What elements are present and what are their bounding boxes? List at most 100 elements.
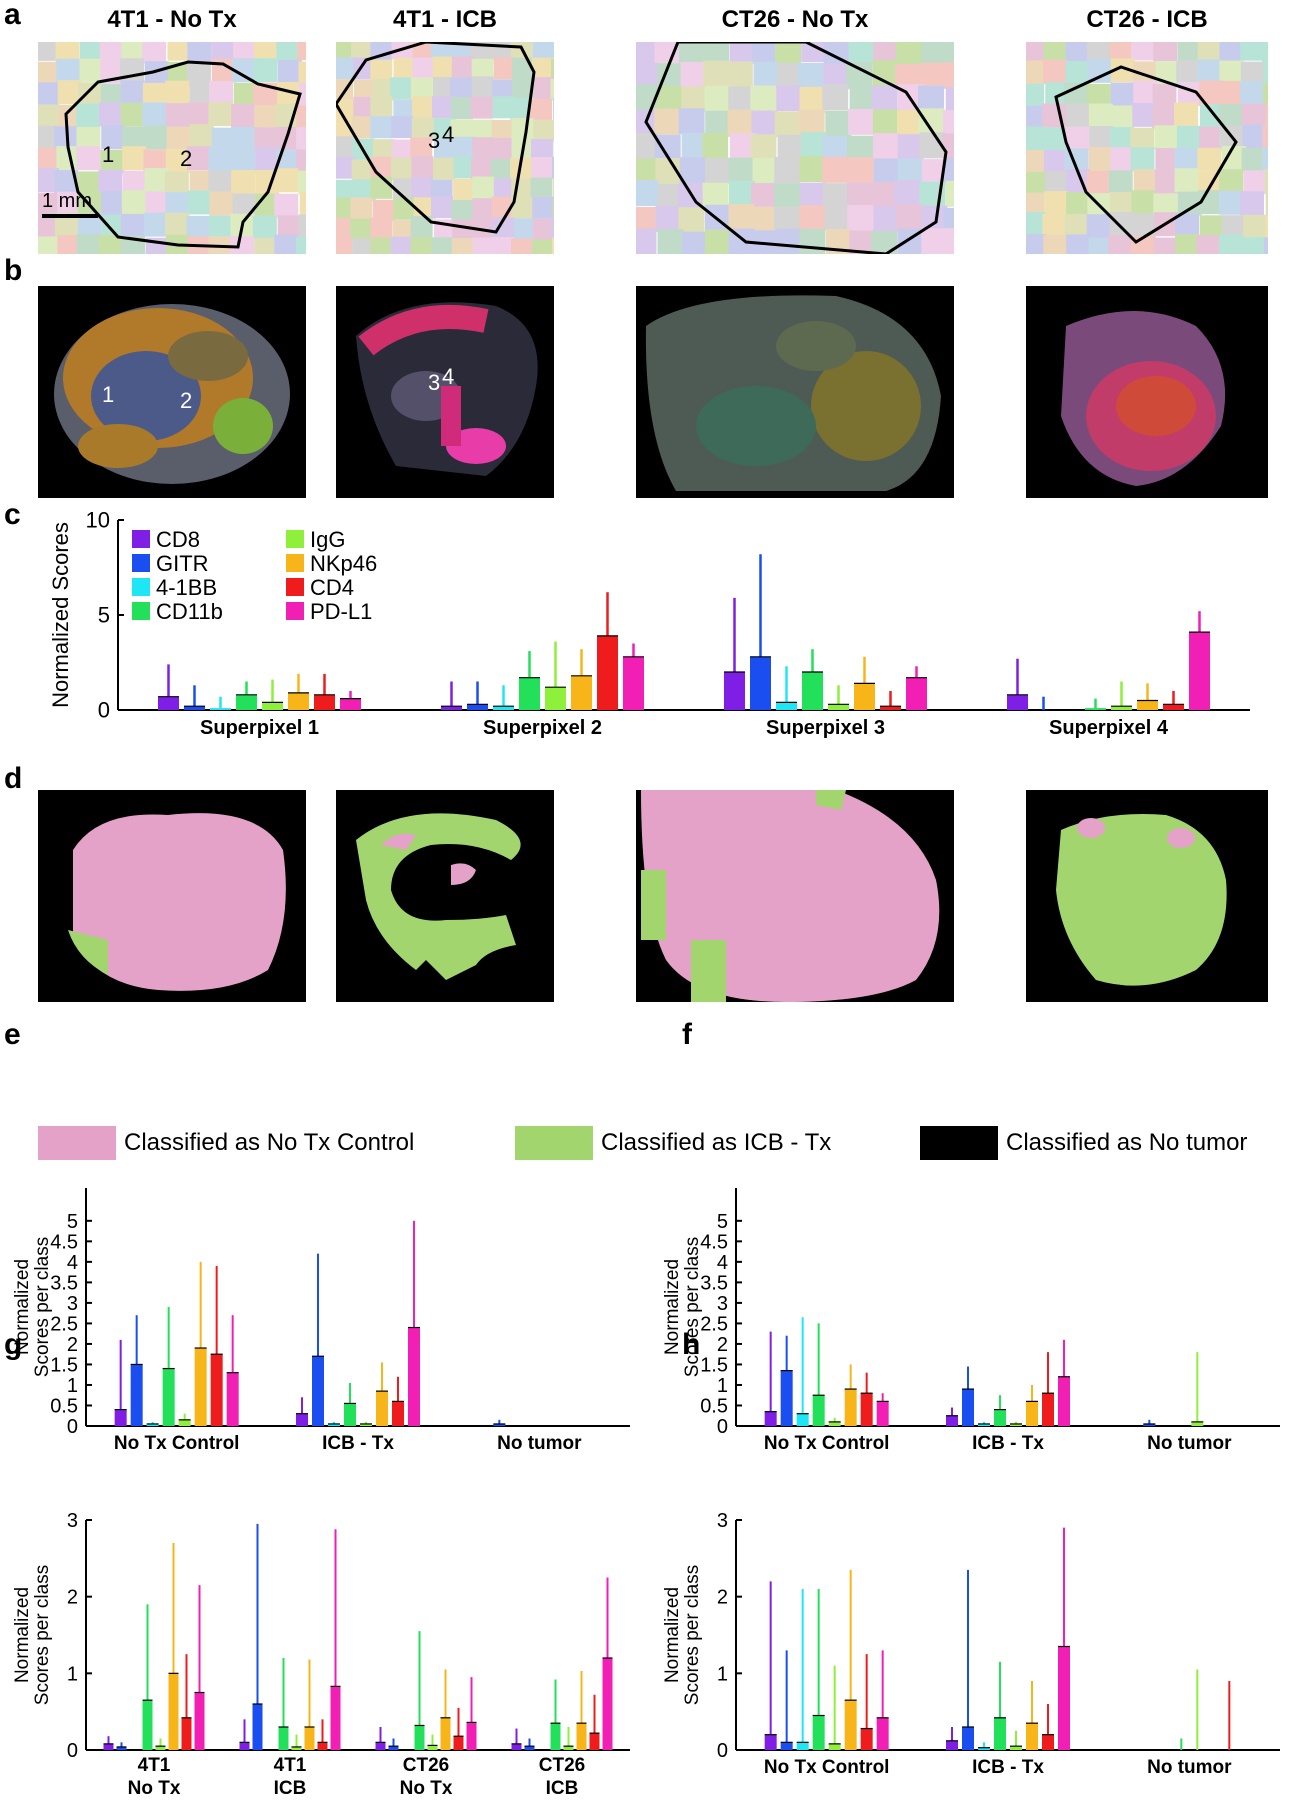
- bar-cd8: [103, 1743, 114, 1750]
- superpixel-cell: [231, 170, 256, 195]
- superpixel-cell: [99, 42, 124, 64]
- superpixel-cell: [1240, 191, 1265, 216]
- bar-nkp46: [376, 1391, 388, 1426]
- legend-label-pd-l1: PD-L1: [310, 599, 372, 624]
- bar-cd11b: [142, 1700, 153, 1750]
- superpixel-cell: [209, 191, 234, 216]
- superpixel-cell: [511, 117, 534, 140]
- superpixel-cell: [451, 199, 474, 222]
- superpixel-cell: [187, 42, 212, 64]
- superpixel-cell: [848, 42, 875, 65]
- marker-composite-4t1-notx: 1 2: [38, 286, 306, 498]
- superpixel-cell: [472, 198, 495, 221]
- superpixel-cell: [336, 57, 355, 80]
- superpixel-cell: [471, 119, 494, 142]
- superpixel-cell: [636, 180, 659, 207]
- superpixel-cell: [186, 61, 211, 86]
- superpixel-cell: [532, 42, 554, 60]
- bar-igg: [178, 1419, 191, 1426]
- superpixel-cell: [944, 228, 954, 254]
- superpixel-cell: [942, 110, 954, 137]
- superpixel-cell: [431, 237, 454, 254]
- bar-4-1bb: [146, 1423, 159, 1426]
- bar-pd-l1: [466, 1722, 477, 1750]
- superpixel-cell: [231, 103, 256, 128]
- bar-cd11b: [802, 672, 823, 710]
- superpixel-cell: [1026, 149, 1046, 174]
- superpixel-cell: [336, 197, 355, 220]
- superpixel-cell: [166, 126, 191, 151]
- superpixel-cell: [873, 205, 900, 232]
- superpixel-cell: [1043, 149, 1068, 174]
- superpixel-cell: [825, 110, 852, 137]
- superpixel-cell: [636, 132, 658, 159]
- superpixel-cell: [390, 236, 413, 254]
- superpixel-map-4t1-icb: 3 4: [336, 42, 554, 254]
- superpixel-marker-1: 1: [102, 142, 115, 167]
- superpixel-cell: [1153, 42, 1178, 62]
- superpixel-cell: [943, 207, 954, 234]
- superpixel-cell: [391, 157, 414, 180]
- superpixel-cell: [232, 42, 257, 61]
- superpixel-cell: [532, 196, 554, 219]
- marker-composite-ct26-notx: [636, 286, 954, 498]
- superpixel-cell: [121, 190, 146, 215]
- superpixel-cell: [254, 105, 279, 130]
- superpixel-cell: [38, 192, 59, 217]
- superpixel-cell: [453, 178, 476, 201]
- bar-igg: [1191, 1421, 1204, 1426]
- superpixel-cell: [208, 147, 233, 172]
- superpixel-cell: [452, 136, 475, 159]
- bar-cd4: [1042, 1393, 1054, 1426]
- superpixel-cell: [208, 170, 233, 195]
- y-axis-label: NormalizedScores per class: [12, 1565, 53, 1705]
- superpixel-cell: [142, 42, 167, 64]
- y-tick-label: 2: [67, 1587, 78, 1609]
- superpixel-cell: [1026, 42, 1048, 64]
- superpixel-cell: [1109, 191, 1134, 216]
- bar-pd-l1: [1058, 1376, 1070, 1426]
- superpixel-cell: [776, 228, 803, 254]
- superpixel-cell: [186, 215, 211, 240]
- superpixel-cell: [654, 42, 681, 63]
- superpixel-cell: [165, 80, 190, 105]
- y-tick-label: 2.5: [50, 1313, 78, 1335]
- superpixel-cell: [1197, 147, 1222, 172]
- x-tick-label: ICB - Tx: [972, 1757, 1044, 1778]
- bar-pd-l1: [194, 1692, 205, 1750]
- bar-igg: [828, 704, 849, 710]
- bar-pd-l1: [876, 1717, 889, 1750]
- legend-label-notx-control: Classified as No Tx Control: [124, 1129, 415, 1156]
- bar-igg: [1111, 706, 1132, 710]
- superpixel-cell: [370, 96, 393, 119]
- superpixel-cell: [299, 191, 306, 216]
- y-tick-label: 3: [67, 1510, 78, 1532]
- superpixel-cell: [38, 61, 57, 86]
- superpixel-cell: [1086, 42, 1111, 61]
- superpixel-cell: [1265, 193, 1268, 218]
- y-tick-label: 0: [717, 1416, 728, 1438]
- bar-cd4: [880, 706, 901, 710]
- x-tick-label: No tumor: [1147, 1433, 1232, 1454]
- y-tick-label: 10: [86, 508, 110, 533]
- superpixel-cell: [1087, 58, 1112, 83]
- bar-gitr: [750, 656, 771, 710]
- x-tick-label: 4T1: [138, 1755, 171, 1776]
- superpixel-cell: [1026, 192, 1045, 217]
- bar-cd11b: [278, 1727, 289, 1750]
- x-tick-label: Superpixel 4: [1049, 717, 1169, 739]
- superpixel-cell: [1176, 125, 1201, 150]
- superpixel-cell: [1065, 126, 1090, 151]
- superpixel-cell: [1110, 127, 1135, 152]
- superpixel-cell: [1043, 59, 1068, 84]
- superpixel-cell: [726, 61, 753, 88]
- superpixel-cell: [1240, 42, 1265, 61]
- superpixel-cell: [410, 77, 433, 100]
- bar-cd8: [114, 1409, 127, 1426]
- superpixel-cell: [1026, 212, 1046, 237]
- x-tick-label: CT26: [539, 1755, 585, 1776]
- superpixel-cell: [729, 180, 756, 207]
- superpixel-cell: [1064, 213, 1089, 238]
- bar-cd4: [860, 1393, 873, 1426]
